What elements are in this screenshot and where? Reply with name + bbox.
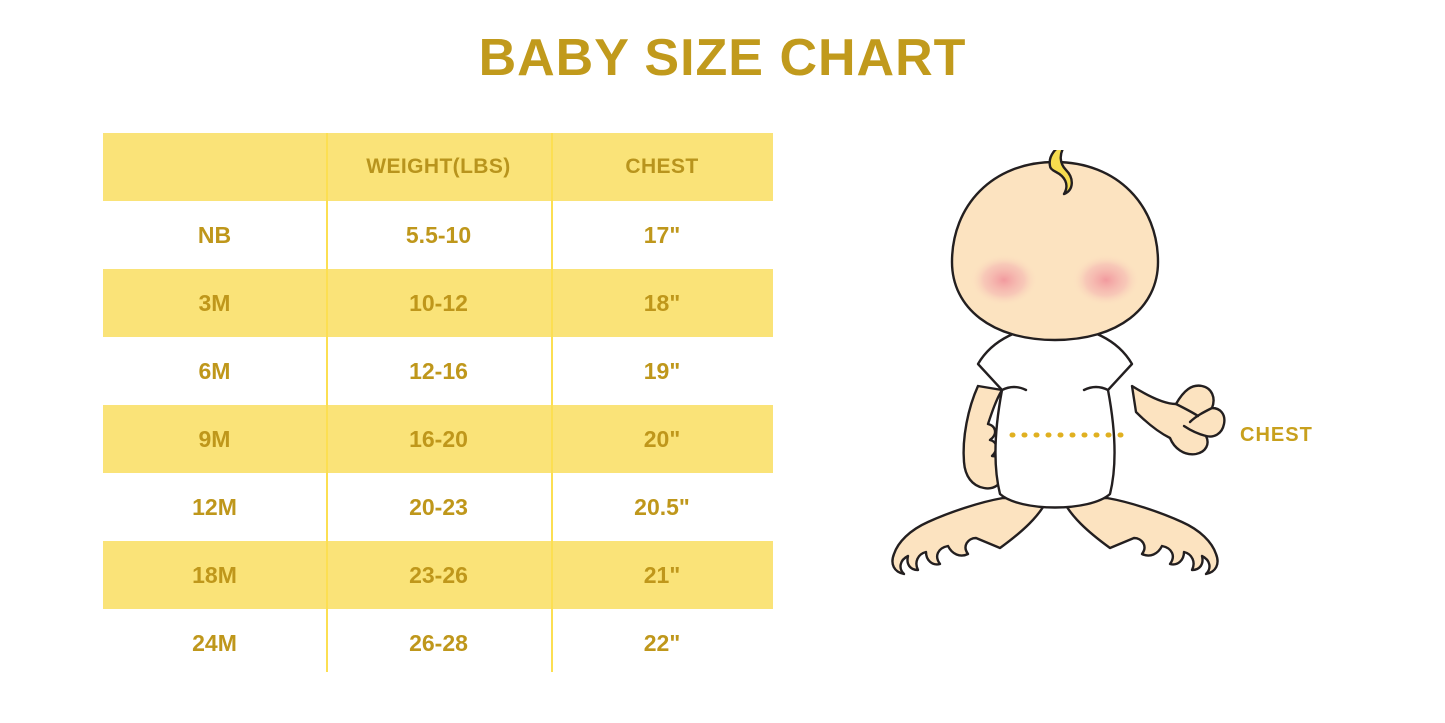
baby-onesie (976, 324, 1134, 509)
baby-right-leg (1060, 496, 1219, 576)
cell-size: 18M (103, 541, 326, 609)
cell-chest: 17" (551, 201, 773, 269)
baby-left-blush (970, 254, 1038, 306)
cell-chest: 20" (551, 405, 773, 473)
page-title: BABY SIZE CHART (478, 29, 967, 87)
cell-size: 9M (103, 405, 326, 473)
table-row: 12M 20-23 20.5" (103, 473, 773, 541)
cell-weight: 12-16 (326, 337, 551, 405)
column-header-size (103, 133, 326, 201)
cell-weight: 23-26 (326, 541, 551, 609)
baby-size-table: WEIGHT(LBS) CHEST NB 5.5-10 17" 3M 10-12… (103, 133, 773, 677)
column-divider-line (326, 133, 328, 672)
baby-right-blush (1072, 254, 1140, 306)
cell-size: 3M (103, 269, 326, 337)
cell-chest: 18" (551, 269, 773, 337)
column-header-chest: CHEST (551, 133, 773, 201)
table-row: 9M 16-20 20" (103, 405, 773, 473)
cell-size: 24M (103, 609, 326, 677)
table-row: 24M 26-28 22" (103, 609, 773, 677)
column-divider-line (551, 133, 553, 672)
chest-measurement-label: CHEST (1240, 424, 1313, 446)
baby-head (950, 160, 1160, 342)
cell-chest: 22" (551, 609, 773, 677)
cell-chest: 19" (551, 337, 773, 405)
table-row: NB 5.5-10 17" (103, 201, 773, 269)
column-header-weight: WEIGHT(LBS) (326, 133, 551, 201)
baby-left-leg (891, 496, 1050, 576)
baby-illustration (880, 142, 1280, 610)
cell-weight: 5.5-10 (326, 201, 551, 269)
cell-weight: 10-12 (326, 269, 551, 337)
cell-weight: 20-23 (326, 473, 551, 541)
table-row: 6M 12-16 19" (103, 337, 773, 405)
table-row: 18M 23-26 21" (103, 541, 773, 609)
table-body: NB 5.5-10 17" 3M 10-12 18" 6M 12-16 19" … (103, 201, 773, 677)
cell-size: 6M (103, 337, 326, 405)
cell-size: NB (103, 201, 326, 269)
cell-weight: 16-20 (326, 405, 551, 473)
cell-chest: 21" (551, 541, 773, 609)
cell-size: 12M (103, 473, 326, 541)
table-header-row: WEIGHT(LBS) CHEST (103, 133, 773, 201)
baby-right-arm (1130, 384, 1226, 456)
table-row: 3M 10-12 18" (103, 269, 773, 337)
cell-weight: 26-28 (326, 609, 551, 677)
cell-chest: 20.5" (551, 473, 773, 541)
